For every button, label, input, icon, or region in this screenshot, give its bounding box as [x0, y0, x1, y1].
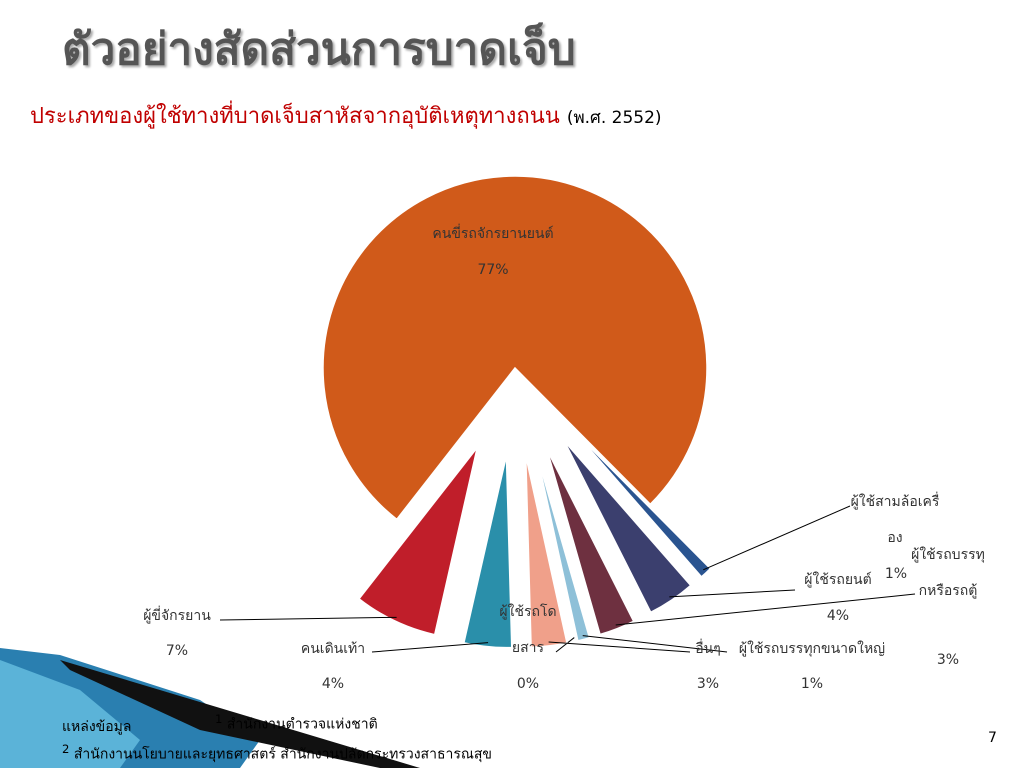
- value-label: 7%: [165, 643, 189, 659]
- value-label: 3%: [936, 652, 960, 668]
- pie-slice: [357, 447, 478, 636]
- leader-line: [582, 635, 728, 653]
- slice-label: ผู้ใช้รถยนต์: [804, 572, 872, 588]
- leader-line: [555, 637, 575, 653]
- source-text: สำนักงานตำรวจแห่งชาติ: [226, 716, 378, 733]
- value-label: 77%: [477, 262, 509, 278]
- title: ประเภทของผู้ใช้ทางที่บาดเจ็บสาหัสจากอุบั…: [30, 104, 560, 129]
- subtitle: (พ.ศ. 2552): [566, 108, 662, 128]
- pie-slice: [533, 453, 576, 642]
- leader-line: [703, 505, 851, 571]
- slide-title: ตัวอย่างสัดส่วนการบาดเจ็บ: [62, 24, 576, 75]
- sources-heading: แหล่งข้อมูล: [62, 719, 132, 735]
- decoration: [0, 648, 420, 768]
- leader-line: [548, 641, 691, 653]
- pie-slice: [563, 440, 692, 614]
- leader-line: [615, 593, 916, 626]
- leader-line: [669, 589, 796, 598]
- source-number: 2: [62, 742, 70, 756]
- source-1: 1 สำนักงานตำรวจแห่งชาติ: [215, 712, 378, 736]
- leader-line: [371, 642, 489, 653]
- slice-label: คนขี่รถจักรยานยนต์: [432, 226, 554, 242]
- slice-label: ผู้ใช้รถโดยสาร: [499, 604, 557, 656]
- value-label: 4%: [826, 608, 850, 624]
- slice-label: ผู้ใช้สามล้อเครื่อง: [850, 494, 940, 546]
- pie-slice: [462, 455, 513, 649]
- value-label: 3%: [696, 676, 720, 692]
- page-number: 7: [988, 730, 997, 746]
- slice-label: คนเดินเท้า: [300, 641, 366, 657]
- source-2: 2 สำนักงานนโยบายและยุทธศาสตร์ สำนักงานปล…: [62, 742, 492, 766]
- source-text: สำนักงานนโยบายและยุทธศาสตร์ สำนักงานปลัด…: [73, 746, 492, 763]
- value-label: 1%: [884, 566, 908, 582]
- slice-label: อื่นๆ: [695, 641, 721, 657]
- value-label: 0%: [516, 676, 540, 692]
- pie-slice: [574, 431, 712, 578]
- chart-title: ประเภทของผู้ใช้ทางที่บาดเจ็บสาหัสจากอุบั…: [30, 98, 662, 133]
- value-label: 4%: [321, 676, 345, 692]
- value-label: 1%: [800, 676, 824, 692]
- slice-label: ผู้ใช้รถบรรทุกขนาดใหญ่: [738, 641, 886, 657]
- source-number: 1: [215, 712, 223, 726]
- slice-label: ผู้ใช้รถบรรทุกหรือรถตู้: [911, 547, 985, 599]
- pie-slice: [322, 175, 708, 521]
- pie-slice: [546, 449, 635, 636]
- leader-line: [219, 616, 397, 621]
- pie-slice: [535, 453, 591, 642]
- slice-label: ผู้ขี่จักรยาน: [143, 608, 211, 624]
